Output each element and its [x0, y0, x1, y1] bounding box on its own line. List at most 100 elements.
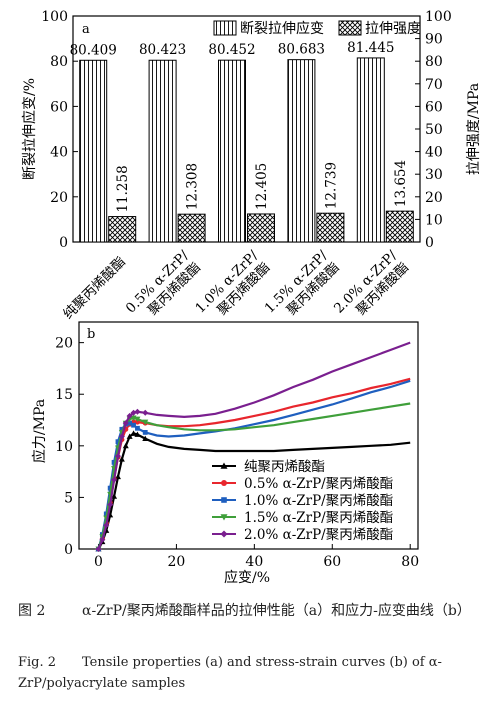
data-point — [135, 425, 140, 431]
legend-marker — [221, 480, 227, 486]
y-tick-label: 15 — [55, 387, 73, 403]
data-label-strain: 80.452 — [208, 42, 255, 58]
legend-swatch-strength — [338, 20, 362, 36]
x-tick-label: 80 — [401, 554, 419, 570]
category-label: 纯聚丙烯酸酯 — [60, 254, 129, 323]
series-line — [97, 402, 411, 550]
data-label-strength: 11.258 — [115, 165, 131, 212]
caption-zh-text: α-ZrP/聚丙烯酸酯样品的拉伸性能（a）和应力-应变曲线（b） — [82, 603, 471, 619]
y-tick-label: 0 — [64, 542, 73, 558]
panel-a-letter: a — [82, 22, 90, 37]
x-tick-label: 20 — [167, 554, 185, 570]
caption-zh-label: 图 2 — [18, 603, 46, 619]
legend-label-strength: 拉伸强度 — [365, 21, 421, 37]
x-tick-label: 60 — [323, 554, 341, 570]
bar-strength — [177, 213, 206, 243]
data-point — [134, 419, 140, 425]
panel-a-ylabel-left: 断裂拉伸应变/% — [21, 78, 38, 180]
data-label-strength: 12.308 — [185, 163, 201, 210]
data-point — [134, 416, 141, 422]
figure-caption-zh: 图 2 α-ZrP/聚丙烯酸酯样品的拉伸性能（a）和应力-应变曲线（b） — [18, 598, 488, 624]
category-label: 1.5% α-ZrP/聚丙烯酸酯 — [262, 247, 343, 318]
data-point — [103, 522, 110, 529]
panel-a-right-axis: 0 10 20 30 40 50 60 70 80 90 100 — [415, 9, 452, 251]
y-tick-label-right: 20 — [425, 190, 443, 206]
bar-strength — [385, 210, 414, 243]
legend-label: 2.0% α-ZrP/聚丙烯酸酯 — [244, 527, 393, 543]
data-point — [127, 420, 133, 426]
panel-b-plot-frame — [78, 321, 419, 550]
y-tick-label-left: 60 — [50, 99, 68, 115]
category-label: 1.0% α-ZrP/聚丙烯酸酯 — [192, 247, 273, 318]
y-tick-label-right: 10 — [425, 212, 443, 228]
panel-a-ylabel-right: 拉伸强度/MPa — [466, 83, 482, 175]
bar-strength — [108, 216, 137, 243]
data-label-strain: 80.423 — [139, 42, 186, 58]
data-point — [126, 412, 133, 419]
legend-label: 1.5% α-ZrP/聚丙烯酸酯 — [244, 510, 393, 526]
data-point — [111, 493, 118, 499]
bar-strain — [287, 59, 316, 243]
data-point — [142, 419, 149, 426]
category-label-line: 纯聚丙烯酸酯 — [60, 254, 129, 323]
y-tick-label-right: 90 — [425, 32, 443, 48]
y-tick-label-right: 60 — [425, 99, 443, 115]
data-point — [134, 431, 141, 437]
y-tick-label-left: 40 — [50, 145, 68, 161]
legend-marker — [220, 462, 228, 469]
panel-b-letter: b — [87, 327, 95, 342]
panel-b-line-chart: b 0 20 40 60 80 0 5 10 15 20 应力/MPa 应变/% 纯聚丙烯酸酯0.… — [31, 321, 419, 586]
data-point — [131, 422, 136, 428]
panel-b-series — [95, 341, 411, 552]
data-point — [107, 501, 114, 508]
legend-marker — [220, 514, 228, 521]
data-point — [126, 433, 133, 439]
category-label: 0.5% α-ZrP/聚丙烯酸酯 — [123, 247, 204, 318]
data-point — [122, 420, 129, 427]
y-tick-label-right: 40 — [425, 145, 443, 161]
legend-marker — [221, 497, 227, 503]
caption-en-text: Tensile properties (a) and stress-strain… — [18, 655, 442, 691]
y-tick-label-left: 0 — [59, 235, 68, 251]
series-line — [97, 379, 411, 550]
y-tick-label-left: 80 — [50, 54, 68, 70]
bar-strain — [79, 59, 108, 243]
bar-strain — [148, 59, 177, 243]
panel-a-bars: 80.409 11.258 80.423 12.308 80.452 12.405 80.6… — [70, 40, 414, 243]
data-label-strain: 80.409 — [70, 42, 117, 58]
data-point — [114, 473, 121, 480]
data-point — [95, 546, 102, 552]
data-point — [142, 435, 149, 441]
panel-a-bar-chart: a 0 20 40 60 80 100 0 10 20 30 40 50 60 70 80 90 100 断裂… — [21, 9, 482, 323]
y-tick-label-right: 70 — [425, 77, 443, 93]
data-label-strain: 80.683 — [278, 42, 325, 58]
data-label-strength: 12.405 — [254, 163, 270, 210]
data-point — [99, 536, 106, 543]
figure-caption-en: Fig. 2 Tensile properties (a) and stress-… — [18, 652, 488, 694]
data-point — [118, 456, 125, 462]
data-point — [111, 476, 118, 483]
data-point — [114, 453, 121, 460]
bar-strain — [218, 59, 246, 243]
y-tick-label-right: 50 — [425, 122, 443, 138]
legend-swatch-strain — [213, 20, 237, 36]
y-tick-label-right: 30 — [425, 167, 443, 183]
bar-strain — [356, 57, 385, 243]
bar-strength — [247, 213, 275, 243]
legend-label: 1.0% α-ZrP/聚丙烯酸酯 — [244, 493, 393, 509]
series-line — [97, 341, 411, 550]
panel-b-axes: 0 20 40 60 80 0 5 10 15 20 — [55, 336, 419, 570]
series-line — [97, 432, 411, 550]
legend-label: 0.5% α-ZrP/聚丙烯酸酯 — [244, 476, 393, 492]
panel-b-ylabel: 应力/MPa — [31, 399, 48, 463]
x-tick-label: 0 — [94, 554, 103, 570]
data-point — [134, 408, 141, 415]
data-point — [142, 430, 148, 435]
y-tick-label: 10 — [55, 439, 73, 455]
y-tick-label-left: 100 — [41, 9, 68, 25]
data-point — [130, 430, 137, 436]
panel-a-left-axis: 0 20 40 60 80 100 — [41, 9, 78, 251]
